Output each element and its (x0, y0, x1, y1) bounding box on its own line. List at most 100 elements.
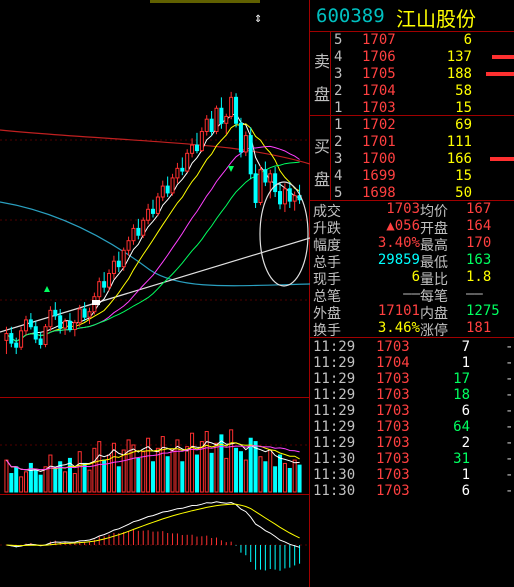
volume-bar (185, 446, 190, 493)
tick-row[interactable]: 11:30 1703 1 - (310, 467, 514, 483)
candle-body (248, 135, 253, 175)
stat-value: 1.8 (466, 269, 492, 285)
volume-bar (67, 457, 72, 493)
stat-row: 换手 3.46% 涨停 181 (310, 320, 514, 339)
buy-row-2[interactable]: 2 1701 111 (310, 134, 514, 151)
stock-header: 600389 江山股份 (310, 0, 514, 32)
sell-row-3[interactable]: 3 1705 188 (310, 66, 514, 83)
candle-body (97, 281, 102, 298)
volume-bar (72, 473, 77, 493)
tick-volume: 64 (453, 419, 470, 435)
candle-body (67, 320, 72, 330)
volume-bar (121, 449, 126, 493)
candle-body (116, 260, 121, 268)
tick-price: 1703 (376, 467, 410, 483)
tick-row[interactable]: 11:29 1703 18 - (310, 387, 514, 403)
buy-row-3[interactable]: 3 1700 166 (310, 151, 514, 168)
volume-bar (243, 459, 248, 493)
stock-code[interactable]: 600389 (316, 5, 385, 27)
candle-body (102, 281, 107, 288)
stat-label: 总笔 (313, 289, 341, 305)
low-marker-icon (44, 286, 50, 292)
volume-ma10-line (5, 442, 300, 471)
sell-row-4[interactable]: 4 1706 137 (310, 49, 514, 66)
candlestick (258, 165, 263, 206)
volume-bar (248, 437, 253, 493)
stat-label: 最高 (420, 238, 448, 254)
volume-bar (287, 467, 292, 493)
tick-row[interactable]: 11:29 1704 1 - (310, 355, 514, 371)
volume-bar (204, 431, 209, 493)
tick-row[interactable]: 11:29 1703 17 - (310, 371, 514, 387)
tick-row[interactable]: 11:29 1703 64 - (310, 419, 514, 435)
tick-row[interactable]: 11:29 1703 7 - (310, 339, 514, 355)
volume-bar (19, 476, 24, 493)
sell-price: 1706 (362, 49, 396, 65)
candle-body (28, 319, 33, 328)
sell-volume: 137 (446, 49, 472, 65)
volume-bar (175, 439, 180, 493)
tick-direction: - (505, 451, 514, 467)
tick-direction: - (505, 339, 514, 355)
tick-time: 11:29 (313, 387, 356, 403)
volume-bar (486, 72, 514, 76)
volume-bar (77, 451, 82, 493)
buy-row-5[interactable]: 5 1698 50 (310, 185, 514, 202)
sell-row-1[interactable]: 1 1703 15 (310, 100, 514, 117)
tick-row[interactable]: 11:30 1703 31 - (310, 451, 514, 467)
sell-volume: 15 (455, 100, 472, 116)
tick-time: 11:29 (313, 371, 356, 387)
candle-body (141, 219, 146, 236)
sell-price: 1703 (362, 100, 396, 116)
buy-row-4[interactable]: 4 1699 15 (310, 168, 514, 185)
stat-value: 164 (466, 218, 492, 234)
candlestick (155, 192, 160, 217)
cursor-marker (92, 300, 100, 305)
volume-bar (190, 432, 195, 493)
volume-bar (273, 466, 278, 493)
tick-row[interactable]: 11:29 1703 6 - (310, 403, 514, 419)
candle-body (190, 144, 195, 154)
tick-row[interactable]: 11:30 1703 6 - (310, 483, 514, 499)
volume-bar (282, 462, 287, 493)
sell-row-2[interactable]: 2 1704 58 (310, 83, 514, 100)
buy-volume: 166 (446, 151, 472, 167)
stat-label: 量比 (420, 272, 448, 288)
volume-bar (234, 447, 239, 493)
volume-bar (292, 459, 297, 493)
sell-volume: 188 (446, 66, 472, 82)
candlestick (287, 182, 292, 208)
tick-row[interactable]: 11:29 1703 2 - (310, 435, 514, 451)
sell-price: 1705 (362, 66, 396, 82)
buy-row-1[interactable]: 1 1702 69 (310, 117, 514, 134)
stat-value: 3.40% (377, 235, 420, 251)
candlestick (263, 161, 268, 187)
stat-value: 170 (466, 235, 492, 251)
candlestick (136, 218, 141, 240)
volume-bar (253, 441, 258, 493)
stat-row: 总笔 —— 每笔 —— (310, 286, 514, 305)
candlestick (194, 132, 199, 154)
volume-bar (146, 437, 151, 493)
tick-direction: - (505, 467, 514, 483)
volume-bar (9, 473, 14, 493)
volume-bar (63, 471, 68, 493)
volume-bar (170, 449, 175, 493)
volume-bar (278, 454, 283, 493)
sell-volume: 58 (455, 83, 472, 99)
candlestick (43, 324, 48, 348)
level-number: 1 (334, 100, 343, 116)
candlestick (23, 315, 28, 335)
candlestick (185, 149, 190, 173)
tick-price: 1703 (376, 387, 410, 403)
candle-body (48, 309, 53, 328)
toolbar-anchor-icon[interactable]: ⇕ (254, 14, 262, 25)
stat-label: 升跌 (313, 221, 341, 237)
volume-bar (97, 441, 102, 493)
kline-chart[interactable]: ⇕ (0, 0, 310, 587)
candlestick (63, 318, 68, 335)
sell-row-5[interactable]: 5 1707 6 (310, 32, 514, 49)
order-book-divider (330, 31, 331, 201)
candle-body (131, 227, 136, 242)
candlestick (87, 307, 92, 324)
